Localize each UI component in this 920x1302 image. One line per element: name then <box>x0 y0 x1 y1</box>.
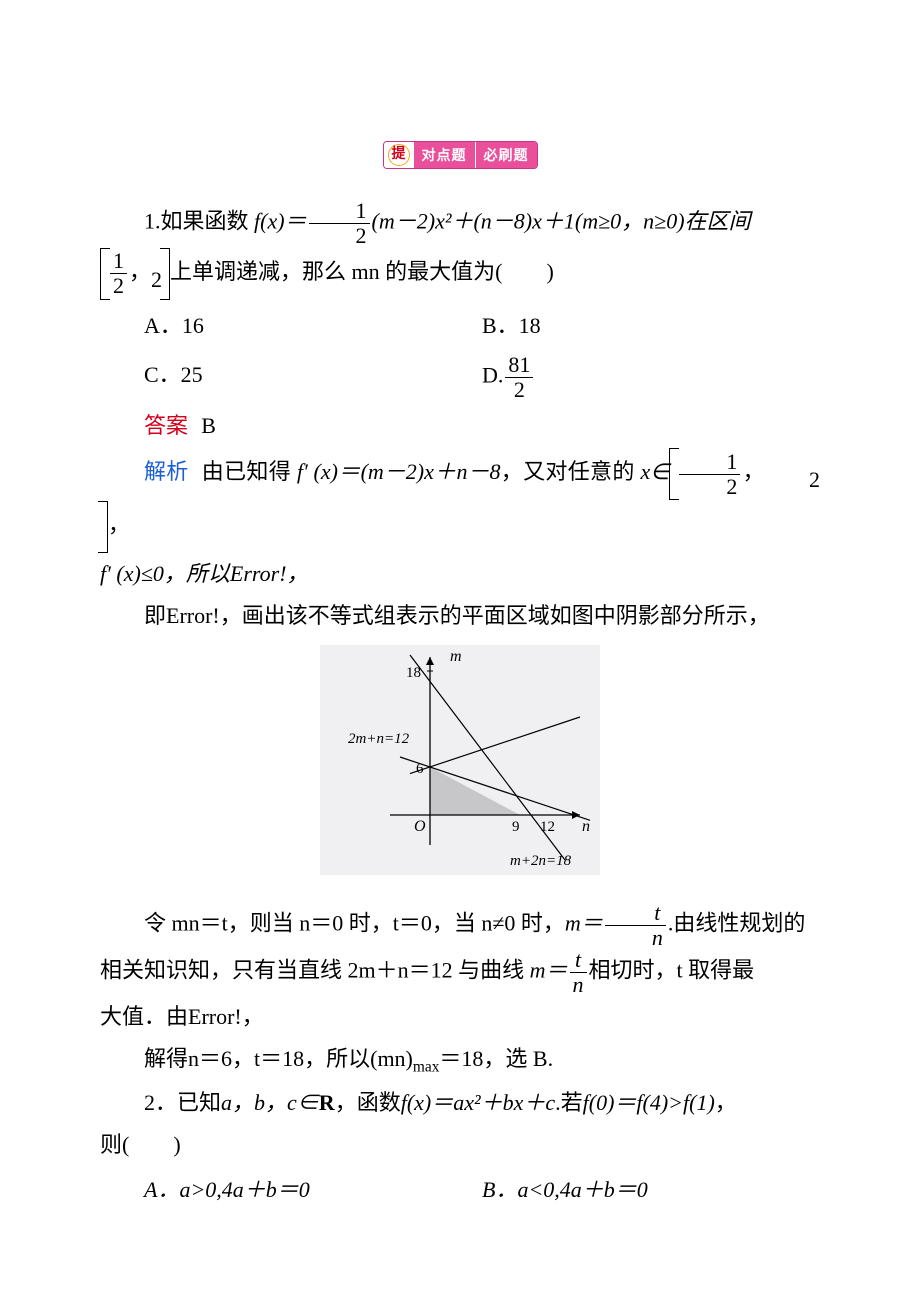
q2-cond: f(0)＝f(4)>f(1) <box>583 1090 715 1115</box>
q1-opt-d-frac: 812 <box>505 354 533 401</box>
q1-ana-3b: .由线性规划的 <box>668 911 806 936</box>
q1-opt-d-den: 2 <box>505 378 533 401</box>
q1-option-c: C．25 <box>144 350 482 405</box>
bracket-left-icon-2 <box>669 448 679 500</box>
badge-pill-left: 对点题 <box>414 142 475 168</box>
q1-ana-1b: ，又对任意的 <box>501 459 635 484</box>
q1-int2-r: 2 <box>765 447 820 501</box>
q2-stem-a: 已知 <box>177 1090 221 1115</box>
q1-xin: x∈ <box>640 459 669 484</box>
origin-label: O <box>414 818 426 835</box>
q1-answer-row: 答案 B <box>100 405 820 447</box>
section-badge: 提 对点题 必刷题 <box>100 130 820 172</box>
q1-ana-6b: ＝18，选 B. <box>439 1046 553 1071</box>
q2-stem-c: .若 <box>555 1090 583 1115</box>
q1-tn2-den: n <box>570 973 587 996</box>
bracket-right-icon-2 <box>98 501 108 553</box>
tick-n-12: 12 <box>540 819 555 835</box>
feasible-region-graph: m n O 18 6 9 12 2m+n=12 m+2n=18 <box>100 645 820 889</box>
tick-m-6: 6 <box>416 761 424 777</box>
q1-ana-4b: 相切时，t 取得最 <box>589 958 755 983</box>
q1-opt-d-num: 81 <box>505 354 533 378</box>
q1-int-l-den: 2 <box>110 274 127 297</box>
q1-ana-3a: 令 mn＝t，则当 n＝0 时，t＝0，当 n≠0 时， <box>144 911 565 936</box>
q2-R: R <box>319 1090 335 1115</box>
q1-ana-1c: ， <box>108 512 130 537</box>
q1-half-num: 1 <box>309 200 370 224</box>
q1-ana-1a: 由已知得 <box>202 459 291 484</box>
analysis-label: 解析 <box>144 459 189 484</box>
q1-analysis-2: 即Error!，画出该不等式组表示的平面区域如图中阴影部分所示， <box>100 595 820 637</box>
axis-label-m: m <box>450 648 462 665</box>
q1-ana-4a: 相关知识知，只有当直线 2m＋n＝12 与曲线 <box>100 958 524 983</box>
q1-stem-b: 上单调递减，那么 mn 的最大值为( ) <box>170 259 554 284</box>
q2-number: 2 <box>144 1090 155 1115</box>
q2-fx: f(x)＝ax²＋bx＋c <box>401 1090 555 1115</box>
q1-analysis-5: 大值．由Error!， <box>100 996 820 1038</box>
q1-int2-sep: ， <box>742 459 765 484</box>
line2-label: m+2n=18 <box>510 853 572 869</box>
badge-box: 提 对点题 必刷题 <box>383 141 538 169</box>
q1-meq2: m＝ <box>530 958 568 983</box>
q1-fx: f(x)＝ <box>254 208 307 233</box>
q1-ana-6-sub: max <box>413 1059 440 1076</box>
q1-int2-l-num: 1 <box>679 451 740 475</box>
badge-circle-icon: 提 <box>388 144 410 166</box>
q2-option-b: B．a<0,4a＋b＝0 <box>482 1165 820 1215</box>
q1-interval2-l: 12 <box>679 451 740 498</box>
q1-half-den: 2 <box>309 224 370 247</box>
answer-label: 答案 <box>144 413 188 438</box>
q1-stem-line2: 12，2 上单调递减，那么 mn 的最大值为( ) <box>100 247 820 301</box>
q1-fprime: f′ (x)＝(m－2)x＋n－8 <box>297 459 501 484</box>
q1-answer-val: B <box>201 413 216 438</box>
q1-poly: (m－2)x²＋(n－8)x＋1(m≥0，n≥0)在区间 <box>372 208 751 233</box>
q1-tn-den: n <box>605 926 666 949</box>
tick-n-9: 9 <box>512 819 520 835</box>
badge-icon-slot: 提 <box>384 142 414 168</box>
q1-frac-tn2: tn <box>570 949 587 996</box>
graph-bg <box>320 645 600 875</box>
q1-analysis-4: 相关知识知，只有当直线 2m＋n＝12 与曲线 m＝tn相切时，t 取得最 <box>100 949 820 996</box>
q1-frac-tn: tn <box>605 902 666 949</box>
q1-tn2-num: t <box>570 949 587 973</box>
bracket-left-icon <box>100 248 110 300</box>
q1-stem-line1: 1.如果函数 f(x)＝12(m－2)x²＋(n－8)x＋1(m≥0，n≥0)在… <box>100 200 820 247</box>
q2-abc: a，b，c∈ <box>221 1090 319 1115</box>
q1-option-a: A．16 <box>144 301 482 351</box>
badge-pill-right: 必刷题 <box>476 142 537 168</box>
q2-stem: 2．已知a，b，c∈R，函数f(x)＝ax²＋bx＋c.若f(0)＝f(4)>f… <box>100 1082 820 1124</box>
q1-frac-half: 12 <box>309 200 370 247</box>
q1-ana-6a: 解得n＝6，t＝18，所以(mn) <box>144 1046 413 1071</box>
tick-m-18: 18 <box>406 665 421 681</box>
q1-analysis-6: 解得n＝6，t＝18，所以(mn)max＝18，选 B. <box>100 1038 820 1082</box>
q2-stem-d: ， <box>715 1090 737 1115</box>
line1-label: 2m+n=12 <box>348 731 410 747</box>
q1-analysis-1: 解析由已知得 f′ (x)＝(m－2)x＋n－8，又对任意的 x∈12，2， <box>100 447 820 553</box>
q1-option-b: B．18 <box>482 301 820 351</box>
q1-tn-num: t <box>605 902 666 926</box>
q2-options: A．a>0,4a＋b＝0 B．a<0,4a＋b＝0 <box>144 1165 820 1215</box>
q1-int-l-num: 1 <box>110 250 127 274</box>
q2-then: 则( ) <box>100 1124 820 1166</box>
q1-stem-a: 如果函数 <box>161 208 249 233</box>
q1-analysis-3: 令 mn＝t，则当 n＝0 时，t＝0，当 n≠0 时，m＝tn.由线性规划的 <box>100 902 820 949</box>
q1-options: A．16 B．18 C．25 D.812 <box>144 301 820 406</box>
q1-int2-l-den: 2 <box>679 475 740 498</box>
q1-meq: m＝ <box>565 911 603 936</box>
q2-stem-b: ，函数 <box>335 1090 401 1115</box>
axis-label-n: n <box>582 818 590 835</box>
q1-fprime-le: f′ (x)≤0，所以Error!， <box>100 561 309 586</box>
q1-option-d: D.812 <box>482 350 820 405</box>
bracket-right-icon <box>160 248 170 300</box>
q1-int-sep: ， <box>129 259 151 284</box>
q1-number: 1 <box>144 208 155 233</box>
graph-svg: m n O 18 6 9 12 2m+n=12 m+2n=18 <box>320 645 600 875</box>
q1-interval-l: 12 <box>110 250 127 297</box>
q1-analysis-fprime-le: f′ (x)≤0，所以Error!， <box>100 553 820 595</box>
q2-option-a: A．a>0,4a＋b＝0 <box>144 1165 482 1215</box>
q1-opt-d-prefix: D. <box>482 363 503 388</box>
